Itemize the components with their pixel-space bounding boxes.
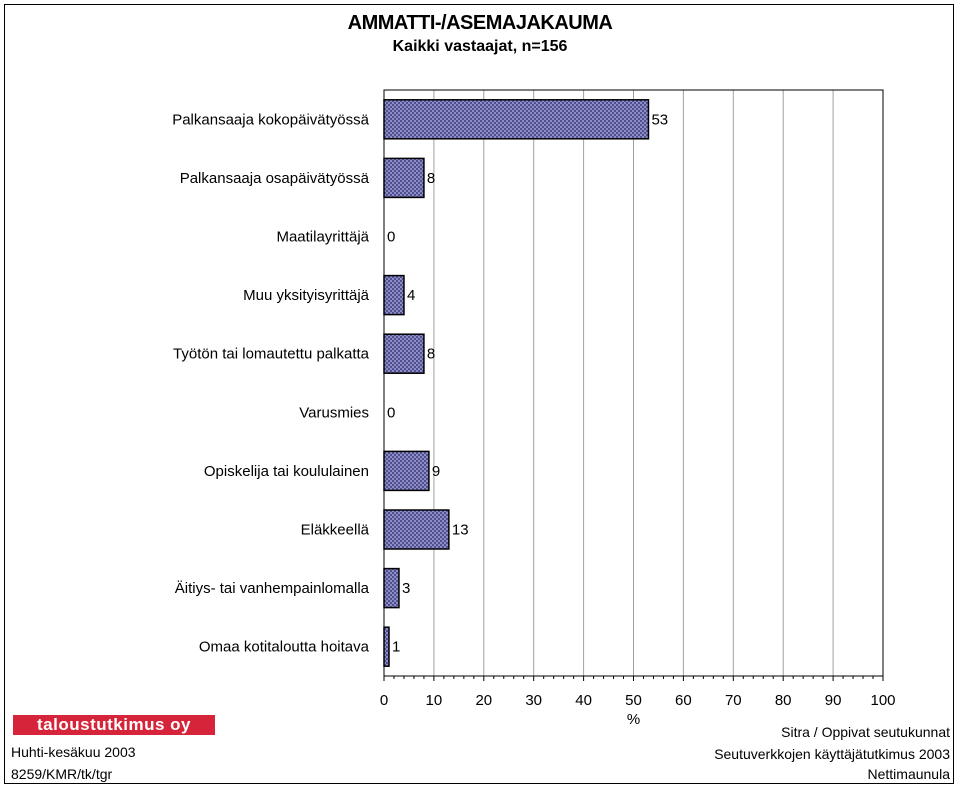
bar — [383, 99, 650, 140]
data-label: 9 — [432, 463, 440, 480]
data-label: 4 — [407, 287, 415, 304]
bar — [383, 567, 400, 609]
x-tick-label: 0 — [380, 692, 388, 709]
data-label: 53 — [651, 111, 668, 128]
bar — [383, 274, 405, 316]
x-tick-label: 60 — [675, 692, 692, 709]
footer-code: 8259/KMR/tk/tgr — [11, 766, 113, 782]
data-label: 1 — [392, 639, 400, 656]
category-label: Eläkkeellä — [301, 522, 370, 539]
bar — [383, 157, 425, 199]
category-label: Omaa kotitaloutta hoitava — [199, 639, 370, 656]
category-label: Maatilayrittäjä — [276, 229, 369, 246]
x-tick-label: 100 — [870, 692, 895, 709]
category-label: Palkansaaja kokopäivätyössä — [172, 111, 369, 128]
category-label: Työtön tai lomautettu palkatta — [173, 346, 370, 363]
chart-frame — [4, 4, 954, 784]
data-label: 3 — [402, 580, 410, 597]
footer-segment: Nettimaunula — [867, 766, 951, 782]
x-tick-label: 90 — [825, 692, 842, 709]
category-label: Muu yksityisyrittäjä — [243, 287, 370, 304]
data-label: 0 — [387, 229, 395, 246]
x-tick-label: 40 — [575, 692, 592, 709]
category-label: Äitiys- tai vanhempainlomalla — [175, 580, 370, 597]
footer-client: Sitra / Oppivat seutukunnat — [781, 724, 950, 740]
company-logo: taloustutkimus oy — [11, 713, 217, 737]
category-label: Palkansaaja osapäivätyössä — [180, 170, 370, 187]
x-axis-label: % — [627, 711, 640, 728]
x-tick-label: 70 — [725, 692, 742, 709]
footer-study: Seutuverkkojen käyttäjätutkimus 2003 — [714, 746, 950, 762]
chart-title: AMMATTI-/ASEMAJAKAUMA — [347, 12, 613, 34]
category-label: Opiskelija tai koululainen — [204, 463, 369, 480]
bar — [383, 450, 430, 492]
bar — [383, 509, 450, 550]
bar — [383, 626, 390, 667]
category-label: Varusmies — [299, 404, 369, 421]
data-label: 13 — [452, 522, 469, 539]
chart-subtitle: Kaikki vastaajat, n=156 — [392, 38, 568, 55]
bar — [383, 333, 425, 374]
x-tick-label: 10 — [426, 692, 443, 709]
x-tick-label: 80 — [775, 692, 792, 709]
data-label: 8 — [427, 170, 435, 187]
x-tick-label: 50 — [625, 692, 642, 709]
x-tick-label: 20 — [475, 692, 492, 709]
data-label: 8 — [427, 346, 435, 363]
footer-date: Huhti-kesäkuu 2003 — [11, 744, 136, 760]
data-label: 0 — [387, 404, 395, 421]
x-tick-label: 30 — [525, 692, 542, 709]
